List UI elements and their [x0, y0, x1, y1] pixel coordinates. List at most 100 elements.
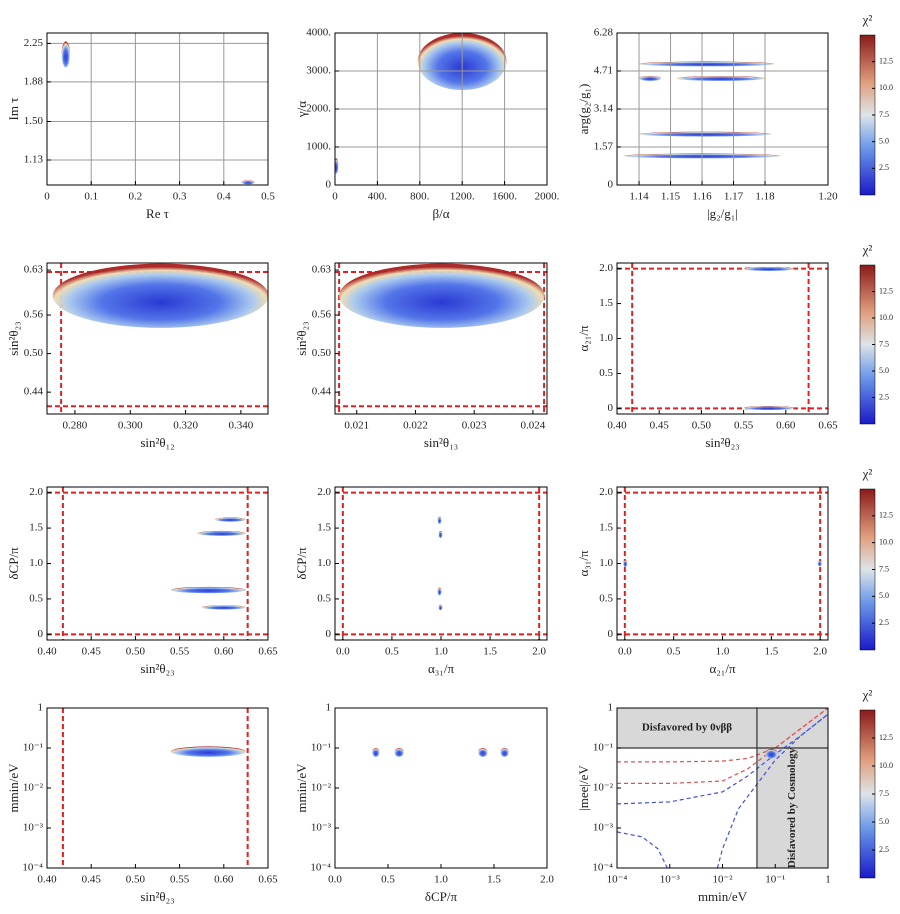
- y-tick-label: 10⁻²: [593, 782, 614, 794]
- colorbar-tick-label: 2.5: [879, 392, 889, 401]
- plot-frame: [46, 707, 269, 869]
- y-tick-label: 0: [608, 402, 614, 414]
- point-cloud: [478, 748, 488, 757]
- x-tick-label: 0.4: [217, 191, 231, 203]
- point-cloud: [639, 76, 662, 81]
- y-axis-label: δCP/π: [294, 547, 309, 580]
- x-tick-label: 0: [44, 191, 50, 203]
- plot-frame: [334, 707, 548, 869]
- x-tick-label: 1.0: [716, 646, 730, 658]
- x-axis-label: β/α: [432, 206, 449, 221]
- plot-area: [335, 33, 507, 174]
- y-tick-label: 0.5: [599, 367, 613, 379]
- colorbar-label: χ²: [862, 466, 873, 481]
- y-tick-label: 4000.: [306, 27, 331, 39]
- x-tick-label: 0.022: [403, 420, 428, 432]
- plot-area: [47, 487, 268, 640]
- annotation: Disfavored by Cosmology: [786, 747, 798, 868]
- x-tick-label: 0.023: [462, 420, 487, 432]
- curve: [617, 713, 828, 868]
- y-axis-label: |mee|/eV: [576, 765, 591, 811]
- y-axis-label: arg(g₂/g₁): [576, 84, 591, 135]
- y-tick-label: 1.0: [29, 557, 43, 569]
- point-cloud: [437, 587, 442, 596]
- x-axis-label: sin²θ₂₃: [140, 661, 174, 676]
- panel: 0 400. 800. 1200. 1600. 2000. 0 1000. 2000. 3000.…: [294, 27, 560, 221]
- colorbar-tick-label: 7.5: [879, 789, 889, 798]
- x-tick-label: 0: [332, 191, 338, 203]
- colorbar-tick-label: 10.0: [879, 83, 893, 92]
- y-tick-label: 3.14: [594, 103, 614, 115]
- y-axis-label: Im τ: [6, 98, 21, 121]
- panel: 0.0 0.5 1.0 1.5 2.0 0 0.5 1.0 1.5 2.0 α₃₁/π δCP/π: [294, 486, 548, 676]
- y-tick-label: 1: [38, 702, 44, 714]
- y-tick-label: 0.63: [312, 264, 332, 276]
- x-tick-label: 0.55: [170, 874, 190, 886]
- x-tick-label: 0.40: [37, 874, 57, 886]
- y-tick-label: 1.0: [599, 557, 613, 569]
- point-cloud: [197, 530, 246, 536]
- x-tick-label: 1.5: [487, 874, 501, 886]
- plot-frame: [334, 486, 548, 641]
- point-cloud: [61, 41, 70, 68]
- colorbar-tick-label: 2.5: [879, 618, 889, 627]
- x-tick-label: 0.5: [381, 874, 395, 886]
- plot-frame: [46, 486, 269, 641]
- curve: [617, 708, 828, 784]
- x-tick-label: 0.50: [126, 646, 146, 658]
- panel: 0.40 0.45 0.50 0.55 0.60 0.65 0 0.5 1.0 1.5 2.0 sin…: [576, 262, 838, 450]
- y-axis-label: mmin/eV: [294, 763, 309, 813]
- y-tick-label: 0.63: [24, 264, 44, 276]
- x-tick-label: 0.50: [126, 874, 146, 886]
- x-tick-label: 0.5: [667, 646, 681, 658]
- colorbar-tick-label: 10.0: [879, 313, 893, 322]
- y-tick-label: 0.56: [24, 309, 44, 321]
- x-tick-label: 1.15: [661, 191, 681, 203]
- x-tick-label: 0.60: [214, 874, 234, 886]
- x-axis-label: Re τ: [146, 206, 169, 221]
- annotation: Disfavored by 0νββ: [642, 722, 732, 734]
- y-tick-label: 0.50: [24, 347, 44, 359]
- x-tick-label: 1.5: [483, 646, 497, 658]
- x-axis-label: sin²θ₂₃: [140, 889, 174, 904]
- y-tick-label: 1000.: [306, 141, 331, 153]
- panel: 0 0.1 0.2 0.3 0.4 0.5 1.13 1.50 1.88 2.25 Re τ Im τ: [6, 32, 275, 221]
- x-tick-label: 0.280: [63, 420, 88, 432]
- x-tick-label: 0.3: [173, 191, 187, 203]
- x-tick-label: 0.65: [258, 646, 278, 658]
- y-tick-label: 1.88: [24, 75, 44, 87]
- y-tick-label: 2.25: [24, 37, 44, 49]
- panel: 1.14 1.15 1.16 1.17 1.18 1.20 0 1.57 3.14 4.71 6.2…: [576, 27, 838, 221]
- y-tick-label: 10⁻⁴: [22, 862, 43, 874]
- colorbar-tick-label: 10.0: [879, 537, 893, 546]
- x-tick-label: 10⁻²: [712, 874, 733, 886]
- y-tick-label: 10⁻²: [311, 782, 332, 794]
- colorbar-tick-label: 5.0: [879, 366, 889, 375]
- colorbar-tick-label: 10.0: [879, 761, 893, 770]
- y-tick-label: 6.28: [594, 27, 614, 39]
- curve: [617, 713, 828, 805]
- y-tick-label: 1.5: [599, 297, 613, 309]
- y-tick-label: 1.50: [24, 115, 44, 127]
- colorbar-tick-label: 5.0: [879, 817, 889, 826]
- x-tick-label: 0.0: [336, 646, 350, 658]
- x-tick-label: 1.5: [764, 646, 778, 658]
- x-tick-label: 0.320: [173, 420, 198, 432]
- y-tick-label: 0.44: [24, 386, 44, 398]
- y-axis-label: α₂₁/π: [576, 325, 591, 351]
- point-cloud: [372, 748, 380, 757]
- colorbar-tick-label: 12.5: [879, 733, 893, 742]
- y-tick-label: 3000.: [306, 65, 331, 77]
- x-tick-label: 0.55: [734, 420, 754, 432]
- point-cloud: [817, 560, 822, 567]
- colorbar-tick-label: 12.5: [879, 56, 893, 65]
- x-tick-label: 1.18: [755, 191, 775, 203]
- y-tick-label: 10⁻³: [593, 822, 614, 834]
- y-tick-label: 0: [38, 628, 44, 640]
- y-tick-label: 10⁻⁴: [592, 862, 613, 874]
- x-tick-label: 0.65: [818, 420, 838, 432]
- y-tick-label: 2.0: [29, 486, 43, 498]
- x-tick-label: 0.0: [618, 646, 632, 658]
- y-tick-label: 2.0: [317, 486, 331, 498]
- panel: 0.0 0.5 1.0 1.5 2.0 10⁻⁴ 10⁻³ 10⁻² 10⁻¹ 1 δCP/π mmi…: [294, 702, 554, 904]
